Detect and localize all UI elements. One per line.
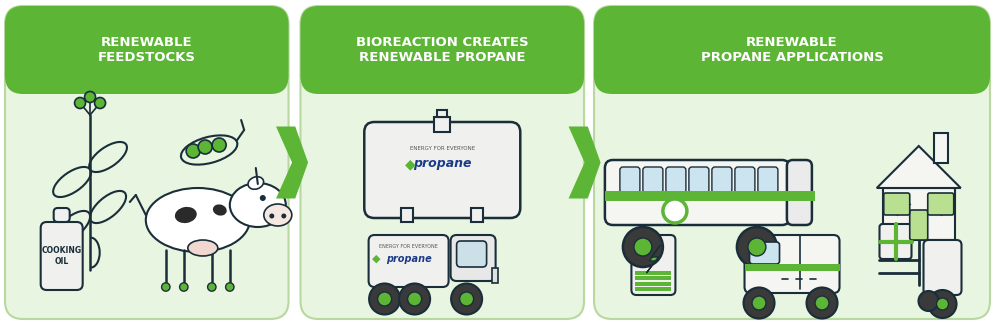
Circle shape: [180, 283, 188, 291]
FancyBboxPatch shape: [688, 167, 708, 193]
Circle shape: [378, 292, 392, 306]
FancyBboxPatch shape: [883, 193, 909, 215]
Circle shape: [747, 238, 765, 256]
Ellipse shape: [230, 183, 285, 227]
FancyBboxPatch shape: [711, 167, 732, 193]
Circle shape: [369, 283, 400, 315]
Circle shape: [935, 298, 947, 310]
Bar: [635, 276, 671, 280]
FancyBboxPatch shape: [5, 6, 288, 94]
Ellipse shape: [213, 204, 227, 215]
Bar: [744, 264, 839, 271]
FancyBboxPatch shape: [450, 235, 495, 281]
Text: ◆: ◆: [372, 254, 381, 264]
Text: propane: propane: [413, 158, 471, 171]
Circle shape: [269, 214, 274, 218]
Text: BIOREACTION CREATES
RENEWABLE PROPANE: BIOREACTION CREATES RENEWABLE PROPANE: [356, 36, 528, 64]
Ellipse shape: [146, 188, 249, 252]
FancyBboxPatch shape: [879, 224, 911, 259]
Circle shape: [75, 98, 85, 109]
FancyBboxPatch shape: [786, 160, 811, 225]
FancyBboxPatch shape: [748, 242, 778, 264]
Text: RENEWABLE
PROPANE APPLICATIONS: RENEWABLE PROPANE APPLICATIONS: [700, 36, 883, 64]
Circle shape: [751, 296, 765, 310]
Bar: [471, 208, 483, 222]
FancyBboxPatch shape: [926, 193, 953, 215]
FancyBboxPatch shape: [364, 122, 520, 218]
Circle shape: [399, 283, 429, 315]
Text: ENERGY FOR EVERYONE: ENERGY FOR EVERYONE: [379, 244, 437, 250]
Ellipse shape: [175, 207, 197, 223]
FancyBboxPatch shape: [735, 167, 754, 193]
Bar: [491, 268, 497, 283]
Circle shape: [84, 92, 95, 102]
Circle shape: [212, 138, 226, 152]
Circle shape: [259, 195, 265, 201]
Text: ◆: ◆: [405, 157, 415, 171]
Circle shape: [459, 292, 473, 306]
Circle shape: [743, 288, 773, 318]
Text: RENEWABLE
FEEDSTOCKS: RENEWABLE FEEDSTOCKS: [97, 36, 196, 64]
Circle shape: [737, 227, 776, 267]
Text: COOKING
OIL: COOKING OIL: [42, 246, 82, 266]
Bar: [436, 110, 447, 117]
Bar: [604, 191, 814, 201]
Circle shape: [917, 291, 937, 311]
Circle shape: [450, 283, 482, 315]
Circle shape: [622, 227, 662, 267]
Circle shape: [662, 199, 686, 223]
Bar: [635, 282, 671, 285]
FancyBboxPatch shape: [300, 6, 583, 319]
Polygon shape: [876, 146, 960, 188]
Ellipse shape: [188, 240, 218, 256]
Polygon shape: [275, 126, 308, 199]
FancyBboxPatch shape: [631, 235, 675, 295]
Bar: [882, 188, 954, 240]
Circle shape: [94, 98, 105, 109]
FancyBboxPatch shape: [642, 167, 662, 193]
Circle shape: [208, 283, 216, 291]
Circle shape: [927, 290, 955, 318]
Polygon shape: [568, 126, 600, 199]
FancyBboxPatch shape: [757, 167, 777, 193]
Circle shape: [198, 140, 212, 154]
FancyBboxPatch shape: [744, 235, 839, 293]
FancyBboxPatch shape: [593, 6, 989, 319]
FancyBboxPatch shape: [300, 6, 583, 94]
Ellipse shape: [248, 177, 263, 189]
FancyBboxPatch shape: [922, 240, 960, 295]
FancyBboxPatch shape: [368, 235, 448, 287]
FancyBboxPatch shape: [41, 222, 83, 290]
Circle shape: [226, 283, 234, 291]
Circle shape: [806, 288, 837, 318]
Bar: [635, 287, 671, 291]
Bar: [635, 271, 671, 275]
Circle shape: [186, 144, 200, 158]
Circle shape: [161, 283, 170, 291]
Bar: [401, 208, 413, 222]
Bar: [932, 133, 947, 163]
Circle shape: [281, 214, 286, 218]
Text: ENERGY FOR EVERYONE: ENERGY FOR EVERYONE: [410, 147, 474, 151]
Bar: [433, 117, 450, 132]
FancyBboxPatch shape: [604, 160, 789, 225]
Text: propane: propane: [386, 254, 431, 264]
FancyBboxPatch shape: [909, 210, 926, 240]
FancyBboxPatch shape: [619, 167, 639, 193]
FancyBboxPatch shape: [5, 6, 288, 319]
FancyBboxPatch shape: [456, 241, 486, 267]
Circle shape: [408, 292, 421, 306]
Ellipse shape: [263, 204, 291, 226]
Circle shape: [633, 238, 651, 256]
FancyBboxPatch shape: [54, 208, 70, 222]
Polygon shape: [646, 245, 660, 273]
Circle shape: [814, 296, 828, 310]
FancyBboxPatch shape: [593, 6, 989, 94]
FancyBboxPatch shape: [665, 167, 685, 193]
